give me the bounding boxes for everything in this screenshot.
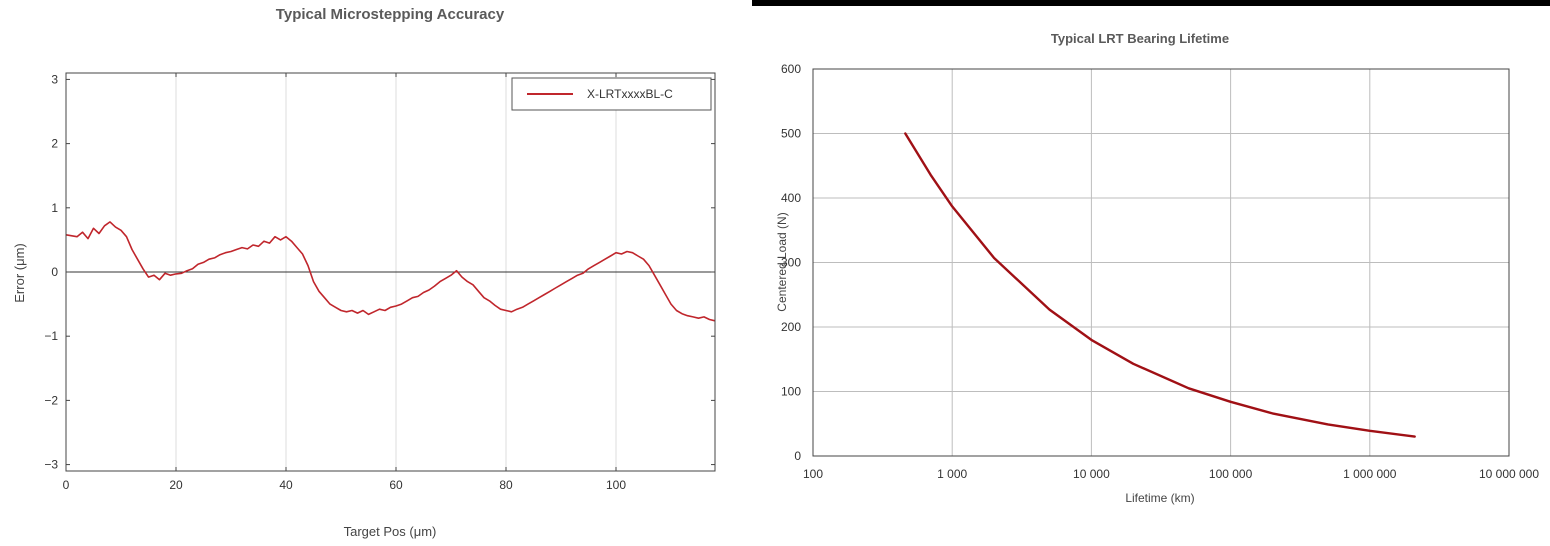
lifetime-x-tick-label: 10 000 000 [1479, 467, 1539, 481]
accuracy-y-tick-label: 1 [51, 201, 58, 215]
lifetime-x-tick-label: 10 000 [1073, 467, 1110, 481]
accuracy-legend: X-LRTxxxxBL-C [511, 77, 712, 111]
lifetime-chart-title: Typical LRT Bearing Lifetime [1051, 31, 1229, 46]
accuracy-y-tick-label: −3 [44, 458, 58, 472]
lifetime-series-line [904, 132, 1416, 438]
lifetime-x-tick-label: 1 000 [937, 467, 967, 481]
accuracy-series-line [65, 221, 716, 322]
lifetime-chart: Typical LRT Bearing Lifetime 100 1 000 10 … [775, 31, 1539, 505]
accuracy-x-tick-label: 0 [63, 478, 70, 492]
lifetime-y-tick-label: 500 [781, 127, 801, 141]
lifetime-y-tick-label: 100 [781, 385, 801, 399]
lifetime-y-axis-label: Centered Load (N) [775, 212, 789, 311]
accuracy-x-tick-label: 60 [389, 478, 403, 492]
accuracy-y-tick-label: 0 [51, 265, 58, 279]
accuracy-x-tick-label: 40 [279, 478, 293, 492]
accuracy-x-tick-label: 80 [499, 478, 513, 492]
lifetime-y-tick-label: 0 [794, 449, 801, 463]
lifetime-y-tick-label: 400 [781, 191, 801, 205]
accuracy-chart: Typical Microstepping Accuracy 0 20 40 60 80… [12, 6, 716, 539]
accuracy-y-tick-label: −1 [44, 329, 58, 343]
accuracy-y-tick-label: 3 [51, 72, 58, 86]
lifetime-plot-frame [812, 68, 1510, 457]
accuracy-chart-title: Typical Microstepping Accuracy [276, 6, 505, 23]
legend-series-label: X-LRTxxxxBL-C [587, 87, 673, 101]
lifetime-x-tick-label: 100 [803, 467, 823, 481]
lifetime-y-tick-label: 200 [781, 320, 801, 334]
lifetime-y-tick-label: 600 [781, 62, 801, 76]
lifetime-x-tick-label: 1 000 000 [1343, 467, 1397, 481]
top-divider-bar [752, 0, 1550, 6]
accuracy-x-axis-label: Target Pos (μm) [344, 524, 437, 539]
lifetime-x-tick-label: 100 000 [1209, 467, 1253, 481]
accuracy-x-tick-label: 100 [606, 478, 626, 492]
lifetime-y-tick-label: 300 [781, 256, 801, 270]
accuracy-y-tick-label: 2 [51, 137, 58, 151]
lifetime-x-axis-label: Lifetime (km) [1125, 491, 1194, 505]
accuracy-y-axis-label: Error (μm) [12, 243, 27, 302]
accuracy-y-tick-label: −2 [44, 393, 58, 407]
accuracy-x-tick-label: 20 [169, 478, 183, 492]
